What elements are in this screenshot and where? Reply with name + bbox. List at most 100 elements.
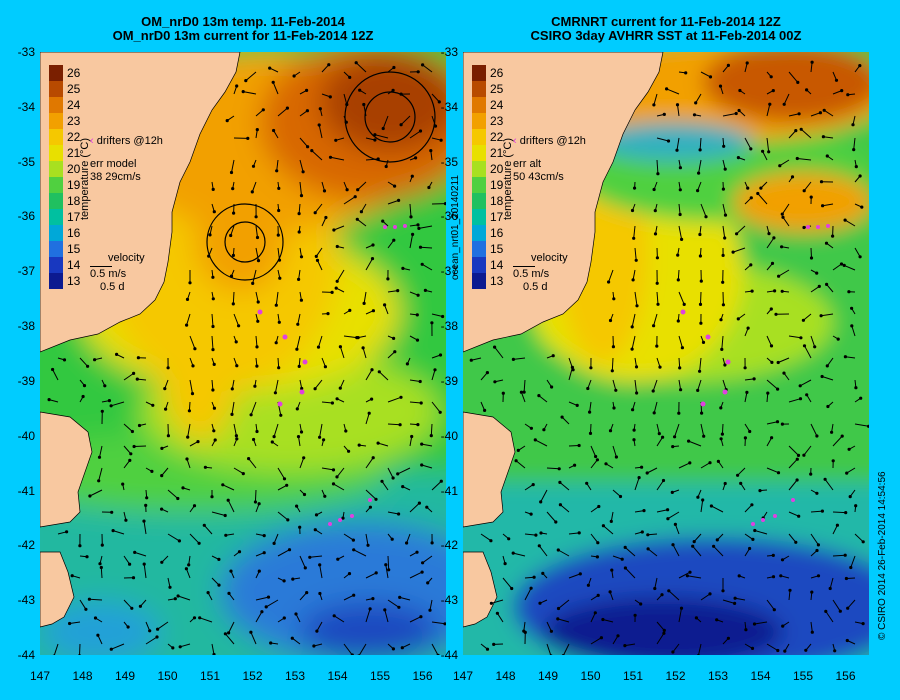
current-vector-head: [266, 595, 271, 599]
current-vector-head: [537, 544, 541, 548]
right-colorbar-tick: 17: [490, 210, 504, 224]
current-vector-head: [679, 606, 684, 610]
current-vector: [420, 246, 433, 249]
current-vector-head: [802, 189, 806, 193]
current-vector: [754, 530, 768, 535]
current-vector-head: [723, 236, 727, 240]
current-vector-head: [697, 171, 701, 175]
current-vector-head: [766, 391, 770, 395]
current-vector-head: [235, 84, 239, 88]
current-vector-head: [861, 622, 865, 626]
current-vector: [832, 524, 838, 535]
current-vector-head: [397, 512, 401, 516]
current-vector: [231, 401, 235, 415]
current-vector: [766, 237, 775, 249]
current-vector-head: [212, 406, 216, 410]
current-vector-head: [656, 302, 660, 306]
current-vector-head: [255, 345, 259, 349]
current-vector: [546, 621, 552, 632]
current-vector-head: [586, 386, 590, 391]
right-colorbar-swatch: [472, 129, 486, 145]
current-vector-head: [416, 293, 420, 297]
current-vector-head: [52, 654, 56, 655]
current-vector-head: [586, 583, 590, 587]
current-vector-head: [420, 570, 424, 574]
current-vector: [788, 398, 801, 403]
current-vector-head: [698, 254, 702, 258]
current-vector-head: [737, 574, 741, 578]
current-vector-head: [191, 364, 195, 368]
current-vector-head: [312, 644, 316, 648]
current-vector-head: [614, 388, 618, 392]
right-colorbar-tick: 23: [490, 114, 504, 128]
right-colorbar-swatch: [472, 193, 486, 209]
current-vector: [713, 545, 724, 557]
current-vector-head: [733, 601, 737, 606]
right-colorbar-tick: 24: [490, 98, 504, 112]
current-vector-head: [709, 504, 713, 508]
current-vector-head: [410, 434, 414, 439]
current-vector-head: [802, 344, 807, 348]
right-lat-tick: -40: [440, 428, 458, 443]
current-vector-head: [313, 528, 317, 532]
current-vector: [810, 533, 819, 546]
current-vector-head: [350, 653, 354, 655]
current-vector: [559, 482, 570, 491]
current-vector-head: [187, 563, 191, 567]
current-vector-head: [739, 481, 743, 485]
current-vector: [810, 62, 813, 73]
current-vector-head: [802, 225, 806, 230]
current-vector-head: [815, 548, 819, 553]
current-vector-head: [84, 607, 88, 611]
current-vector-head: [684, 71, 688, 75]
current-vector-head: [436, 653, 440, 655]
current-vector-head: [601, 524, 605, 528]
current-vector-head: [533, 438, 537, 442]
current-vector-head: [323, 365, 327, 369]
current-vector-head: [160, 560, 164, 564]
current-vector: [735, 597, 746, 601]
current-vector-head: [386, 277, 390, 281]
current-vector: [343, 533, 354, 541]
current-vector: [97, 634, 103, 645]
current-vector-head: [418, 379, 422, 384]
right-colorbar-swatch: [472, 273, 486, 289]
current-vector-head: [744, 628, 748, 632]
current-vector-head: [550, 385, 554, 389]
current-vector-head: [213, 438, 217, 442]
current-vector-head: [847, 447, 851, 451]
current-vector-head: [415, 550, 419, 554]
current-vector: [788, 113, 800, 117]
current-vector-head: [392, 336, 396, 340]
current-vector: [699, 137, 702, 150]
current-vector-head: [798, 397, 803, 401]
current-vector-head: [384, 164, 388, 169]
current-vector: [502, 577, 513, 589]
current-vector-head: [675, 148, 679, 152]
current-vector: [695, 93, 702, 104]
current-vector-head: [282, 616, 286, 620]
current-vector-head: [542, 428, 546, 432]
current-vector-head: [150, 469, 154, 473]
current-vector-head: [854, 165, 858, 169]
current-vector-head: [277, 208, 281, 213]
current-vector: [272, 82, 279, 95]
current-vector: [803, 445, 812, 456]
current-vector-head: [774, 312, 778, 316]
current-vector-head: [652, 103, 656, 107]
current-vector-head: [229, 170, 234, 175]
current-vector-head: [720, 347, 724, 351]
current-vector: [653, 93, 658, 106]
current-vector-head: [212, 429, 216, 433]
current-vector-head: [809, 472, 813, 476]
current-vector-head: [443, 622, 446, 626]
current-vector-head: [285, 483, 289, 487]
current-vector-head: [285, 106, 289, 110]
current-vector: [766, 104, 771, 117]
current-vector: [409, 571, 423, 579]
current-vector-head: [391, 476, 395, 480]
current-vector: [230, 225, 235, 236]
current-vector: [847, 599, 856, 609]
right-lon-tick: 152: [665, 669, 686, 683]
current-vector-head: [532, 575, 536, 579]
